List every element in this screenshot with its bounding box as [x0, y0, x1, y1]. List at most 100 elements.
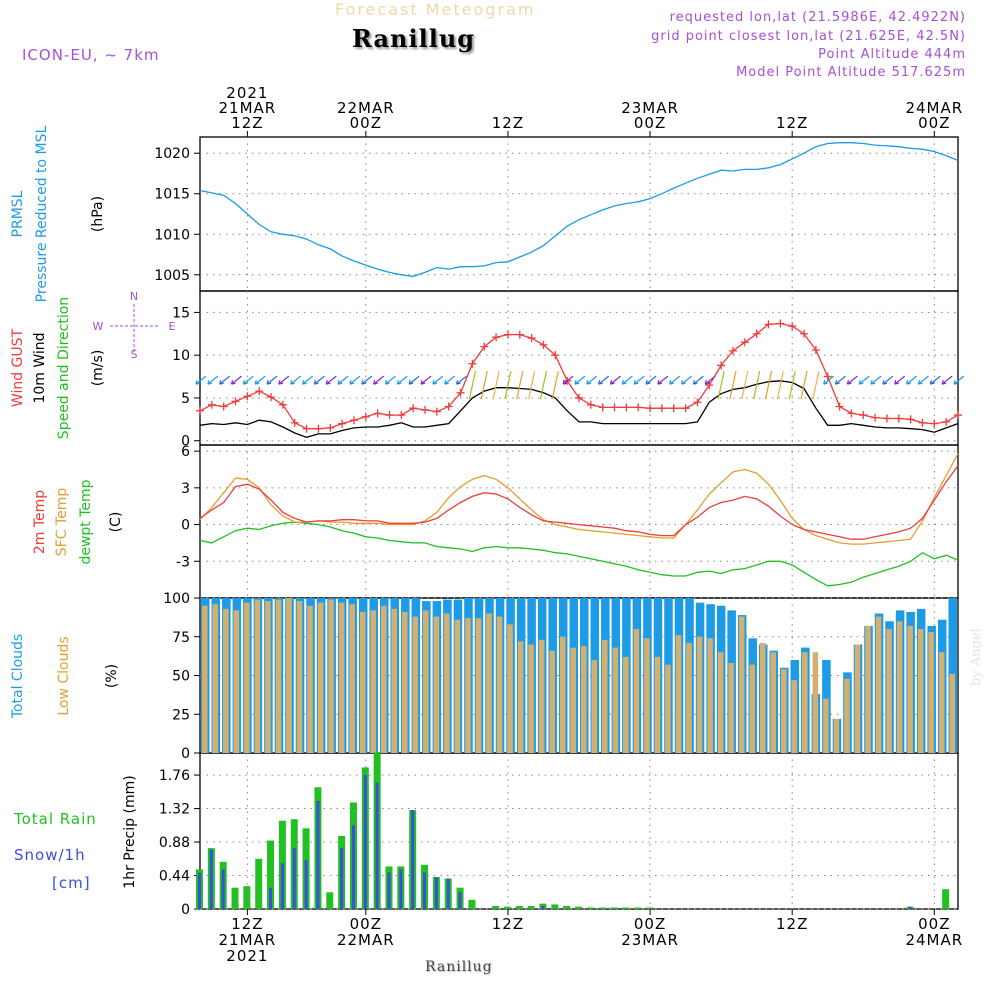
low-clouds-bar — [675, 635, 682, 753]
gust-marker — [361, 412, 370, 421]
wind-arrow-head — [278, 379, 284, 385]
time-label-top: 00Z — [918, 114, 950, 132]
rain-bar — [267, 840, 275, 909]
low-clouds-bar — [244, 602, 250, 753]
low-clouds-bar — [612, 647, 619, 753]
wind-direction-arrow — [574, 375, 586, 385]
low-clouds-bar — [296, 601, 303, 753]
gust-marker — [776, 319, 785, 328]
time-label-top: 21MAR — [219, 99, 277, 117]
y-tick-label: -3 — [176, 554, 190, 570]
gust-marker — [717, 361, 726, 370]
wind-arrow-head — [692, 379, 698, 385]
ylabel-wind: (m/s) — [90, 350, 106, 387]
time-label-bottom: 24MAR — [905, 931, 963, 949]
legend-total-clouds: Total Clouds — [10, 634, 26, 719]
wind-arrow-head — [195, 379, 201, 385]
rain-bar — [942, 889, 950, 909]
wind-direction-arrow — [420, 375, 432, 385]
panel-frame — [199, 136, 959, 292]
low-clouds-bar — [781, 669, 787, 753]
y-tick-label: 1015 — [154, 187, 190, 203]
legend-2m-temp: 2m Temp — [32, 490, 48, 554]
wind-arrow-head — [894, 379, 899, 385]
wind-arrow-head — [953, 379, 959, 385]
low-clouds-bar — [665, 664, 671, 753]
wind-direction-arrow — [373, 375, 385, 385]
gust-marker — [267, 393, 276, 402]
wind-direction-arrow — [823, 375, 835, 385]
rain-bar — [527, 905, 535, 909]
snow-bar — [399, 869, 403, 909]
snow-bar — [292, 848, 296, 909]
model-name: ICON-EU, ~ 7km — [22, 46, 160, 64]
y-tick-label: 0 — [181, 746, 190, 762]
gust-marker — [456, 388, 465, 397]
wind-arrow-head — [882, 379, 888, 385]
low-clouds-bar — [686, 642, 692, 753]
wind-arrow-head — [574, 379, 580, 385]
snow-bar — [304, 860, 308, 909]
gust-marker — [894, 414, 903, 423]
gust-marker — [930, 419, 939, 428]
y-tick-label: 1020 — [154, 146, 190, 162]
wind-direction-arrow — [337, 375, 349, 385]
wind-arrow-head — [373, 379, 378, 385]
wind-arrow-head — [834, 379, 840, 385]
wind-arrow-head — [444, 379, 449, 385]
wind-arrow-head — [858, 379, 864, 385]
gust-marker — [338, 419, 347, 428]
y-tick-label: 1.76 — [159, 768, 190, 784]
low-clouds-bar — [602, 639, 608, 753]
low-clouds-bar — [581, 646, 587, 753]
wind-arrow-head — [313, 379, 319, 385]
rain-bar — [563, 905, 571, 909]
panel-2: 0 5 10 15 — [172, 290, 959, 450]
wind-direction-arrow — [906, 375, 917, 385]
low-clouds-bar — [707, 638, 713, 753]
wind-direction-arrow — [278, 375, 290, 385]
wind-arrow-head — [219, 379, 224, 385]
snow-bar — [351, 825, 355, 909]
panel-frame — [199, 752, 959, 910]
low-clouds-bar — [570, 647, 576, 753]
y-tick-label: 75 — [172, 630, 190, 646]
station-title: Ranillug — [352, 24, 476, 53]
low-clouds-bar — [359, 611, 366, 753]
gust-marker — [728, 346, 737, 355]
ylabel-pressure: (hPa) — [90, 196, 106, 232]
wind-arrow-head — [906, 379, 911, 385]
rain-bar — [634, 907, 642, 909]
wind-arrow-head — [230, 379, 236, 385]
low-clouds-bar — [549, 650, 555, 753]
gust-marker — [444, 402, 453, 411]
wind-direction-arrow — [243, 375, 254, 385]
wind-arrow-head — [420, 379, 426, 385]
snow-bar — [221, 869, 225, 909]
ylabel-precip: 1hr Precip (mm) — [122, 775, 138, 888]
compass-rose: N W E S — [93, 290, 176, 361]
rain-bar — [646, 907, 654, 909]
time-label-top: 12Z — [231, 114, 263, 132]
wind-direction-arrow — [870, 375, 882, 385]
low-clouds-bar — [696, 636, 703, 753]
wind-arrow-head — [432, 379, 438, 385]
gust-marker — [349, 416, 358, 425]
wind-direction-arrow — [657, 375, 669, 385]
low-clouds-bar — [749, 664, 755, 753]
low-clouds-bar — [854, 644, 861, 753]
time-label-bottom: 22MAR — [337, 931, 395, 949]
low-clouds-bar — [370, 610, 376, 753]
wind-arrow-head — [846, 379, 852, 385]
wind-direction-arrow — [254, 375, 266, 385]
wind-direction-arrow — [681, 375, 692, 385]
ylabel-temp: (C) — [108, 512, 124, 533]
wind-direction-arrow — [693, 375, 704, 385]
wind-arrow-head — [361, 379, 366, 385]
low-clouds-bar — [917, 629, 924, 753]
gust-marker — [693, 398, 702, 407]
wind-arrow-head — [384, 379, 390, 385]
wind-arrow-head — [704, 379, 710, 385]
wind-direction-arrow — [408, 375, 420, 385]
snow-bar — [340, 848, 344, 909]
